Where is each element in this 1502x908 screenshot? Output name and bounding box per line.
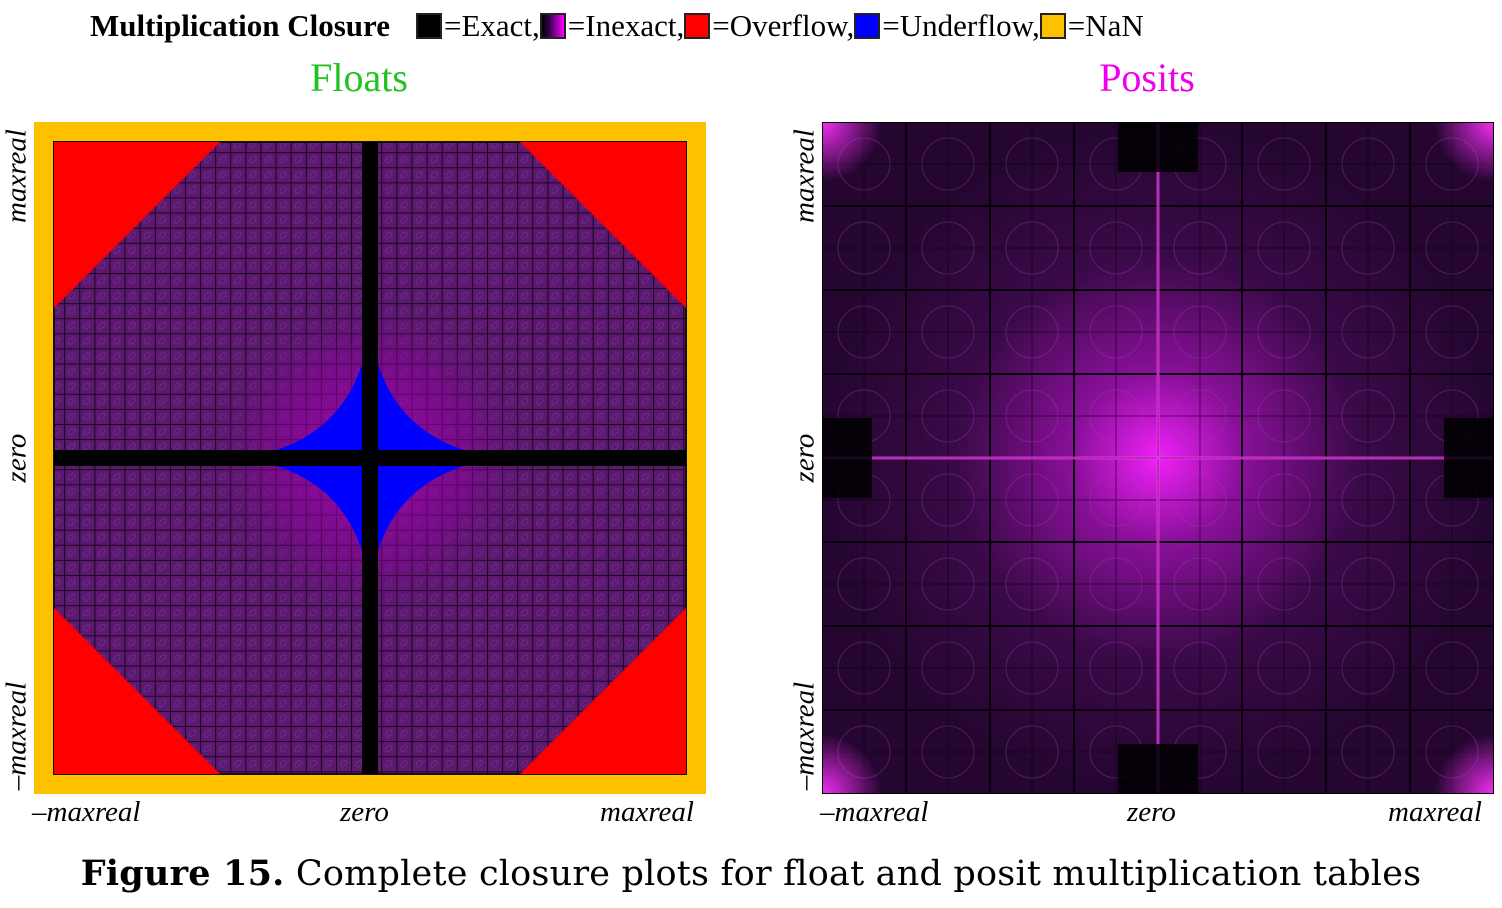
legend-label-nan: =NaN (1067, 8, 1144, 43)
legend-item-nan: =NaN (1039, 8, 1144, 44)
overflow-swatch (684, 13, 711, 39)
legend-label-underflow: =Underflow, (882, 8, 1040, 43)
posits-exact-cluster-bottom (1118, 744, 1198, 794)
legend-label-exact: =Exact, (443, 8, 540, 43)
legend-item-underflow: =Underflow, (854, 8, 1040, 44)
figure-label: Figure 15. (80, 853, 285, 894)
posits-heatmap (822, 122, 1494, 794)
nan-swatch (1039, 13, 1066, 39)
figure-caption: Figure 15. Complete closure plots for fl… (0, 853, 1502, 894)
posits-x-label-mid: zero (1127, 796, 1176, 828)
posits-y-label-mid: zero (788, 433, 821, 483)
floats-y-label-top: maxreal (0, 129, 33, 223)
floats-overflow-corner-top-left (54, 142, 220, 308)
floats-x-label-mid: zero (340, 796, 389, 828)
underflow-swatch (854, 13, 881, 39)
floats-y-label-bottom: –maxreal (0, 681, 33, 791)
posits-x-label-left: –maxreal (820, 796, 929, 828)
posits-exact-cluster-right (1444, 418, 1494, 498)
floats-x-label-right: maxreal (600, 796, 694, 828)
floats-x-label-left: –maxreal (32, 796, 141, 828)
floats-overflow-corner-bottom-right (520, 608, 686, 774)
floats-y-label-mid: zero (0, 433, 33, 483)
legend-title: Multiplication Closure (90, 8, 390, 43)
caption-text: Complete closure plots for float and pos… (284, 854, 1422, 894)
posits-title: Posits (1099, 55, 1195, 100)
floats-title: Floats (310, 55, 408, 100)
posits-exact-cluster-left (822, 418, 872, 498)
posits-y-label-top: maxreal (788, 129, 821, 223)
legend-item-inexact: =Inexact, (539, 8, 685, 44)
legend-label-overflow: =Overflow, (712, 8, 855, 43)
exact-swatch (415, 13, 442, 39)
legend-label-inexact: =Inexact, (567, 8, 685, 43)
posits-y-label-bottom: –maxreal (788, 681, 821, 791)
legend-item-overflow: =Overflow, (684, 8, 854, 44)
floats-heatmap (34, 122, 706, 794)
inexact-swatch (539, 13, 566, 39)
legend: Multiplication Closure =Exact, =Inexact,… (90, 6, 1144, 46)
floats-overflow-corner-top-right (520, 142, 686, 308)
posits-exact-cluster-top (1118, 122, 1198, 172)
floats-overflow-corner-bottom-left (54, 608, 220, 774)
legend-item-exact: =Exact, (415, 8, 540, 44)
posits-x-label-right: maxreal (1388, 796, 1482, 828)
